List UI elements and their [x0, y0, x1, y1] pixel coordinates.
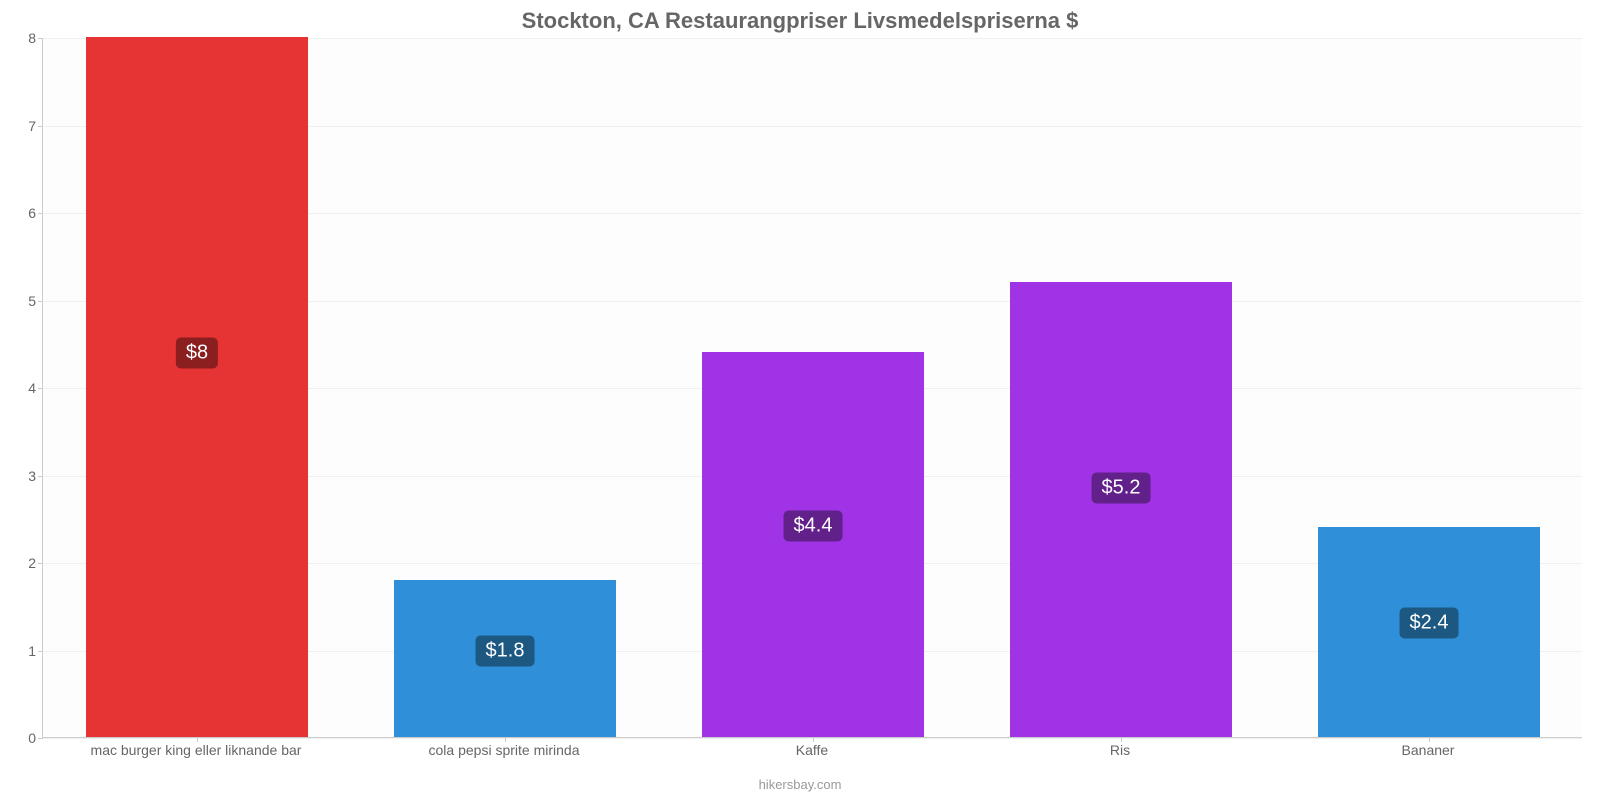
bar-value-label: $1.8: [476, 636, 535, 667]
y-tick-mark: [38, 476, 43, 477]
y-axis-tick-label: 3: [6, 468, 36, 484]
bar: [1010, 282, 1232, 737]
y-axis-tick-label: 2: [6, 555, 36, 571]
y-axis-tick-label: 1: [6, 643, 36, 659]
chart-title: Stockton, CA Restaurangpriser Livsmedels…: [0, 8, 1600, 34]
y-tick-mark: [38, 38, 43, 39]
x-axis-tick-label: mac burger king eller liknande bar: [91, 742, 302, 758]
bar-value-label: $5.2: [1092, 472, 1151, 503]
y-tick-mark: [38, 651, 43, 652]
bar-value-label: $2.4: [1400, 607, 1459, 638]
bar: [86, 37, 308, 737]
y-tick-mark: [38, 126, 43, 127]
y-axis-tick-label: 7: [6, 118, 36, 134]
x-axis-tick-label: cola pepsi sprite mirinda: [429, 742, 580, 758]
x-axis-tick-label: Kaffe: [796, 742, 828, 758]
plot-area: $8 $1.8 $4.4 $5.2 $2.4: [42, 38, 1582, 738]
y-axis-tick-label: 5: [6, 293, 36, 309]
y-axis-tick-label: 6: [6, 205, 36, 221]
x-axis-tick-label: Ris: [1110, 742, 1130, 758]
chart-credits: hikersbay.com: [0, 777, 1600, 792]
chart-container: Stockton, CA Restaurangpriser Livsmedels…: [0, 0, 1600, 800]
y-tick-mark: [38, 213, 43, 214]
y-tick-mark: [38, 388, 43, 389]
y-axis-tick-label: 0: [6, 730, 36, 746]
bar-value-label: $4.4: [784, 511, 843, 542]
bar: [702, 352, 924, 737]
y-tick-mark: [38, 738, 43, 739]
y-axis-tick-label: 8: [6, 30, 36, 46]
y-tick-mark: [38, 301, 43, 302]
y-tick-mark: [38, 563, 43, 564]
bar-value-label: $8: [176, 338, 218, 369]
x-axis-tick-label: Bananer: [1402, 742, 1455, 758]
y-axis-tick-label: 4: [6, 380, 36, 396]
